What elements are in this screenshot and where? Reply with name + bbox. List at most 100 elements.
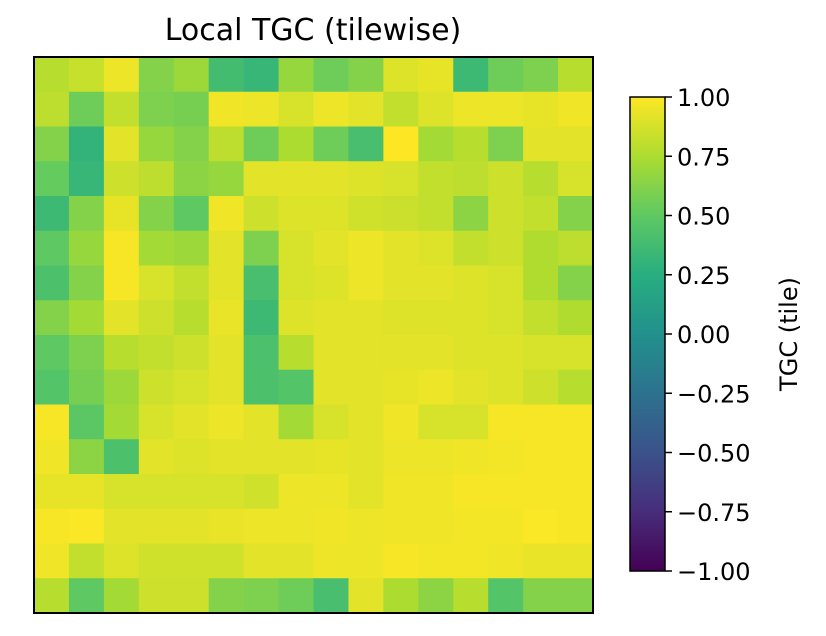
heatmap-cell [418,578,454,614]
heatmap-cell [34,578,70,614]
heatmap-cell [208,161,245,197]
heatmap-cell [418,196,454,232]
heatmap-cell [348,335,384,371]
heatmap-cell [558,369,594,406]
heatmap-cell [278,543,315,579]
heatmap-cell [313,91,350,128]
heatmap-cell [558,508,594,545]
heatmap-cell [208,439,245,475]
heatmap-cell [34,126,70,162]
heatmap-cell [34,508,70,545]
heatmap-cell [173,369,210,406]
heatmap-cell [278,439,315,475]
heatmap-cell [173,508,210,545]
heatmap-cell [558,91,594,128]
heatmap-cell [453,300,489,336]
heatmap-cell [103,474,140,510]
colorbar-label: TGC (tile) [775,277,803,392]
heatmap-cell [68,404,105,440]
heatmap-cell [103,300,140,336]
heatmap-cell [138,91,175,128]
heatmap-cell [453,265,489,301]
heatmap-cell [418,91,454,128]
heatmap-cell [488,265,524,301]
heatmap-cell [558,474,594,510]
heatmap-cell [103,508,140,545]
heatmap-cell [103,335,140,371]
heatmap-cell [208,404,245,440]
heatmap-cell [103,439,140,475]
heatmap-cell [383,126,419,162]
heatmap-cell [348,369,384,406]
heatmap-cell [243,161,280,197]
heatmap-cell [348,91,384,128]
heatmap-cell [68,91,105,128]
heatmap-cell [68,508,105,545]
heatmap-cell [34,474,70,510]
heatmap-cell [34,57,70,93]
heatmap-cell [523,300,559,336]
heatmap-cell [34,265,70,301]
heatmap-cell [34,230,70,267]
heatmap-cell [34,439,70,475]
heatmap-cell [208,91,245,128]
heatmap-cell [313,161,350,197]
heatmap-cell [173,439,210,475]
heatmap-cell [34,335,70,371]
heatmap-cell [383,57,419,93]
heatmap-cell [278,126,315,162]
heatmap-cell [173,474,210,510]
plot-frame [33,56,594,614]
heatmap-cell [208,265,245,301]
heatmap-cell [208,335,245,371]
colorbar-tick-label: 0.50 [677,203,730,231]
heatmap-cell [558,335,594,371]
heatmap-cell [313,335,350,371]
heatmap-cell [488,57,524,93]
heatmap-cell [173,300,210,336]
heatmap-cell [34,369,70,406]
heatmap-cell [68,161,105,197]
heatmap-cell [558,126,594,162]
heatmap-cell [523,508,559,545]
heatmap-cell [138,369,175,406]
heatmap-cell [313,508,350,545]
heatmap-cell [558,230,594,267]
heatmap-cell [34,161,70,197]
heatmap-cell [488,300,524,336]
heatmap-cell [68,265,105,301]
heatmap-cell [173,196,210,232]
heatmap-cell [243,439,280,475]
heatmap-cell [418,265,454,301]
heatmap-cell [278,265,315,301]
heatmap-cell [383,265,419,301]
heatmap-cell [173,404,210,440]
heatmap-cell [348,161,384,197]
heatmap-cell [313,230,350,267]
heatmap-cell [138,265,175,301]
heatmap-cell [418,439,454,475]
heatmap-cell [488,91,524,128]
heatmap-cell [208,474,245,510]
colorbar-tick-label: −0.25 [677,380,751,408]
heatmap-cell [383,578,419,614]
heatmap-cell [488,369,524,406]
heatmap-cell [348,508,384,545]
heatmap-cell [523,126,559,162]
heatmap-cells [34,57,594,614]
heatmap-cell [453,543,489,579]
heatmap-cell [173,91,210,128]
heatmap-cell [558,57,594,93]
heatmap-cell [34,196,70,232]
heatmap-cell [138,57,175,93]
heatmap-cell [138,335,175,371]
heatmap-cell [103,369,140,406]
heatmap-cell [103,91,140,128]
heatmap-cell [488,474,524,510]
heatmap-cell [138,474,175,510]
heatmap-cell [488,543,524,579]
heatmap-cell [68,474,105,510]
heatmap-cell [523,335,559,371]
